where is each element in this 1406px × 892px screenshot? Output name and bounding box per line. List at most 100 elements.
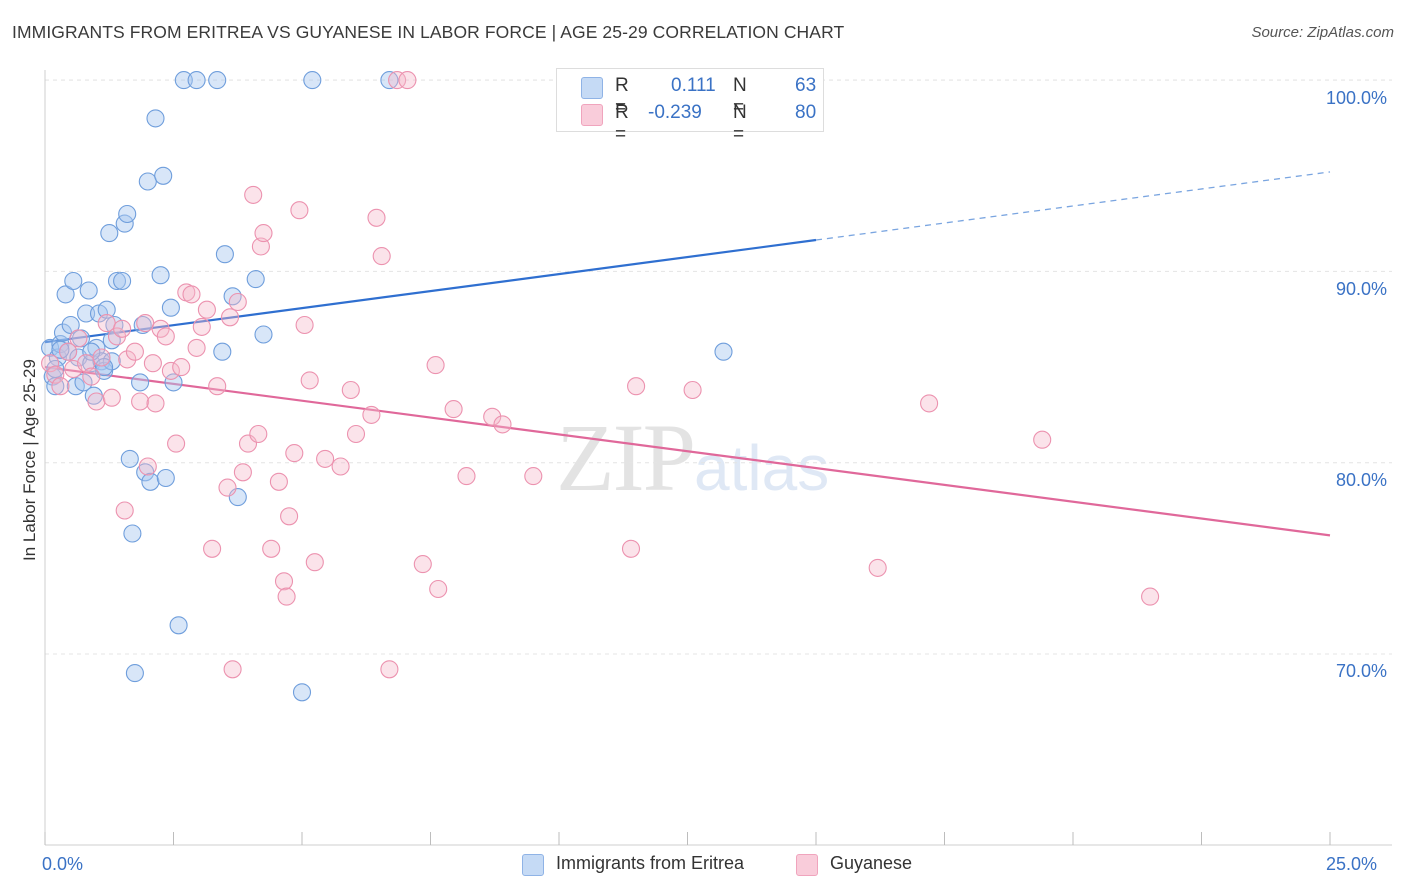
eritrea-point xyxy=(77,304,96,323)
eritrea-point xyxy=(97,300,116,319)
gridlines xyxy=(45,79,1392,655)
guyanese-point xyxy=(167,434,186,453)
eritrea-point xyxy=(64,271,83,291)
n-value-guyanese: 80 xyxy=(795,102,817,123)
trend-lines xyxy=(44,171,1331,537)
guyanese-point xyxy=(426,356,445,375)
guyanese-point xyxy=(41,354,60,373)
guyanese-point xyxy=(524,467,543,486)
guyanese-point xyxy=(156,327,175,346)
n-label: N = xyxy=(733,102,747,145)
guyanese-point xyxy=(305,553,324,572)
guyanese-point xyxy=(223,660,242,679)
legend-swatch-guyanese xyxy=(581,104,603,126)
guyanese-point xyxy=(228,292,247,312)
n-value-eritrea: 63 xyxy=(795,75,817,96)
data-points xyxy=(41,71,1160,702)
source-label[interactable]: Source: ZipAtlas.com xyxy=(1251,24,1394,41)
guyanese-point xyxy=(457,467,476,486)
eritrea-point xyxy=(174,71,193,90)
eritrea-point xyxy=(133,315,152,335)
guyanese-point xyxy=(138,457,157,476)
guyanese-point xyxy=(92,348,111,367)
guyanese-point xyxy=(69,329,88,348)
guyanese-point xyxy=(683,380,702,400)
watermark-atlas: atlas xyxy=(694,432,830,504)
legend-swatch-eritrea xyxy=(581,77,603,99)
legend-label-guyanese: Guyanese xyxy=(830,853,913,873)
guyanese-point xyxy=(118,350,137,369)
eritrea-point xyxy=(51,340,70,359)
guyanese-point xyxy=(290,201,309,220)
eritrea-point xyxy=(254,325,273,344)
r-label: R = xyxy=(615,75,629,118)
x-tick-label-max: 25.0% xyxy=(1326,854,1378,874)
guyanese-point xyxy=(197,300,216,319)
guyanese-point xyxy=(300,371,319,390)
guyanese-point xyxy=(621,539,641,558)
eritrea-point xyxy=(380,71,399,90)
y-tick-label: 70.0% xyxy=(1336,661,1388,681)
legend-swatch-guyanese xyxy=(796,854,818,876)
guyanese-point xyxy=(627,377,646,396)
eritrea-trend-line xyxy=(44,238,817,344)
guyanese-point xyxy=(82,367,101,386)
guyanese-point xyxy=(380,660,399,679)
guyanese-point xyxy=(251,237,270,256)
guyanese-point xyxy=(187,338,206,357)
guyanese-point xyxy=(51,377,70,396)
guyanese-point xyxy=(280,507,299,526)
guyanese-point xyxy=(208,377,227,396)
y-tick-label: 100.0% xyxy=(1326,88,1388,108)
guyanese-point xyxy=(444,400,463,419)
eritrea-point xyxy=(131,373,150,392)
eritrea-point xyxy=(61,315,80,335)
eritrea-point xyxy=(100,224,119,243)
guyanese-point xyxy=(87,392,106,411)
eritrea-point xyxy=(46,359,65,379)
eritrea-point xyxy=(151,266,170,285)
eritrea-point xyxy=(714,342,733,361)
correlation-legend: R = 0.111 N = 63 R = -0.239 N = 80 xyxy=(556,68,824,145)
guyanese-point xyxy=(182,285,201,304)
eritrea-point xyxy=(161,298,180,317)
guyanese-point xyxy=(143,354,162,373)
guyanese-point xyxy=(102,388,121,407)
guyanese-point xyxy=(367,208,386,227)
guyanese-point xyxy=(868,558,887,577)
guyanese-point xyxy=(388,71,407,90)
guyanese-point xyxy=(220,308,240,327)
eritrea-point xyxy=(118,204,137,224)
guyanese-point xyxy=(341,380,360,400)
guyanese-point xyxy=(413,555,432,574)
guyanese-point xyxy=(920,394,939,413)
eritrea-point xyxy=(146,109,165,128)
guyanese-point xyxy=(398,71,417,90)
guyanese-point xyxy=(113,319,132,338)
eritrea-point xyxy=(156,468,175,488)
guyanese-point xyxy=(136,314,155,333)
guyanese-point xyxy=(249,424,268,444)
guyanese-point xyxy=(146,394,165,413)
chart-title: IMMIGRANTS FROM ERITREA VS GUYANESE IN L… xyxy=(12,22,845,42)
guyanese-point xyxy=(295,315,314,335)
eritrea-point xyxy=(138,172,157,191)
legend-label-eritrea: Immigrants from Eritrea xyxy=(556,853,745,873)
eritrea-point xyxy=(51,335,70,354)
eritrea-point xyxy=(154,166,173,185)
guyanese-point xyxy=(262,539,281,558)
eritrea-point xyxy=(123,524,142,543)
eritrea-point xyxy=(215,245,234,264)
guyanese-point xyxy=(131,392,150,411)
eritrea-point xyxy=(223,287,242,306)
guyanese-point xyxy=(493,415,512,434)
guyanese-point xyxy=(59,342,78,361)
r-value-guyanese: -0.239 xyxy=(648,102,702,123)
axes xyxy=(44,70,1392,846)
guyanese-point xyxy=(254,224,273,243)
eritrea-point xyxy=(169,616,188,635)
guyanese-point xyxy=(346,424,366,444)
guyanese-point xyxy=(46,365,65,384)
eritrea-point xyxy=(246,270,265,289)
